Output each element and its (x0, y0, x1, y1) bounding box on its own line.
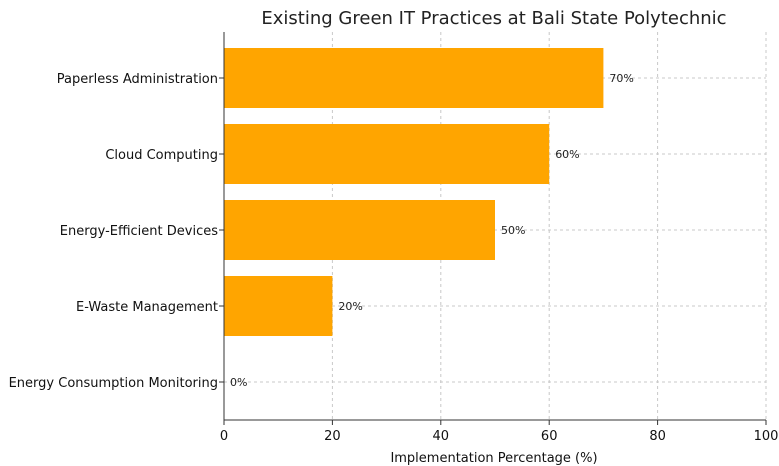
x-axis-label: Implementation Percentage (%) (390, 451, 597, 466)
x-tick-label: 20 (324, 429, 341, 444)
x-tick-label: 40 (433, 429, 450, 444)
bar (224, 200, 495, 260)
value-label: 50% (501, 224, 525, 237)
bar (224, 276, 333, 336)
x-tick-label: 60 (541, 429, 558, 444)
axes-layer (219, 32, 767, 425)
bar (224, 124, 550, 184)
labels-layer: 0 20 40 60 80 100 Paperless Administration 70% C… (9, 72, 779, 444)
x-tick-label: 100 (754, 429, 779, 444)
category-label: Energy Consumption Monitoring (9, 376, 218, 391)
value-label: 60% (555, 148, 579, 161)
category-label: Cloud Computing (105, 148, 218, 163)
x-tick-label: 80 (649, 429, 666, 444)
x-tick-label: 0 (220, 429, 228, 444)
category-label: Energy-Efficient Devices (60, 224, 218, 239)
value-label: 70% (609, 72, 633, 85)
category-label: Paperless Administration (57, 72, 218, 87)
category-label: E-Waste Management (76, 300, 218, 315)
bar (224, 48, 604, 108)
value-label: 20% (338, 300, 362, 313)
chart-title: Existing Green IT Practices at Bali Stat… (261, 8, 726, 29)
value-label: 0% (230, 376, 247, 389)
bars-layer (224, 48, 604, 336)
